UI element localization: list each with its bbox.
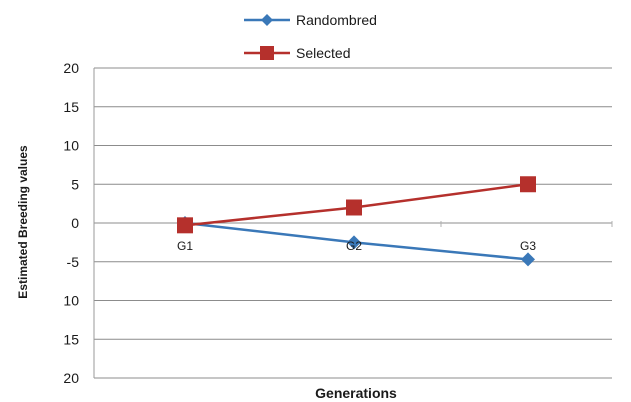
y-tick-labels: 20 15 10 5 0 -5 10 15 20 [63, 60, 79, 386]
legend-label: Selected [296, 45, 350, 61]
data-point [346, 199, 362, 216]
y-tick-label: 10 [63, 138, 79, 154]
x-tick-label: G2 [346, 239, 362, 253]
y-tick-label: 20 [63, 370, 79, 386]
y-tick-label: 10 [63, 293, 79, 309]
data-point [521, 252, 535, 267]
y-tick-label: -5 [67, 254, 80, 270]
x-axis-title: Generations [315, 385, 397, 401]
x-tick-label: G3 [520, 239, 536, 253]
data-point [520, 176, 536, 193]
data-point [347, 235, 361, 250]
series-layer [177, 176, 536, 267]
y-tick-label: 0 [71, 215, 79, 231]
y-tick-label: 15 [63, 331, 79, 347]
legend-label: Randombred [296, 12, 377, 28]
gridlines [94, 67, 613, 379]
y-axis-title: Estimated Breeding values [16, 145, 30, 299]
y-tick-label: 15 [63, 99, 79, 115]
legend-marker [260, 46, 274, 60]
y-tick-label: 20 [63, 60, 79, 76]
y-tick-label: 5 [71, 176, 79, 192]
data-point [177, 217, 193, 234]
x-tick-labels: G1 G2 G3 [177, 239, 536, 253]
legend-marker [261, 14, 273, 26]
x-tick-label: G1 [177, 239, 193, 253]
legend: Randombred Selected [244, 12, 377, 61]
